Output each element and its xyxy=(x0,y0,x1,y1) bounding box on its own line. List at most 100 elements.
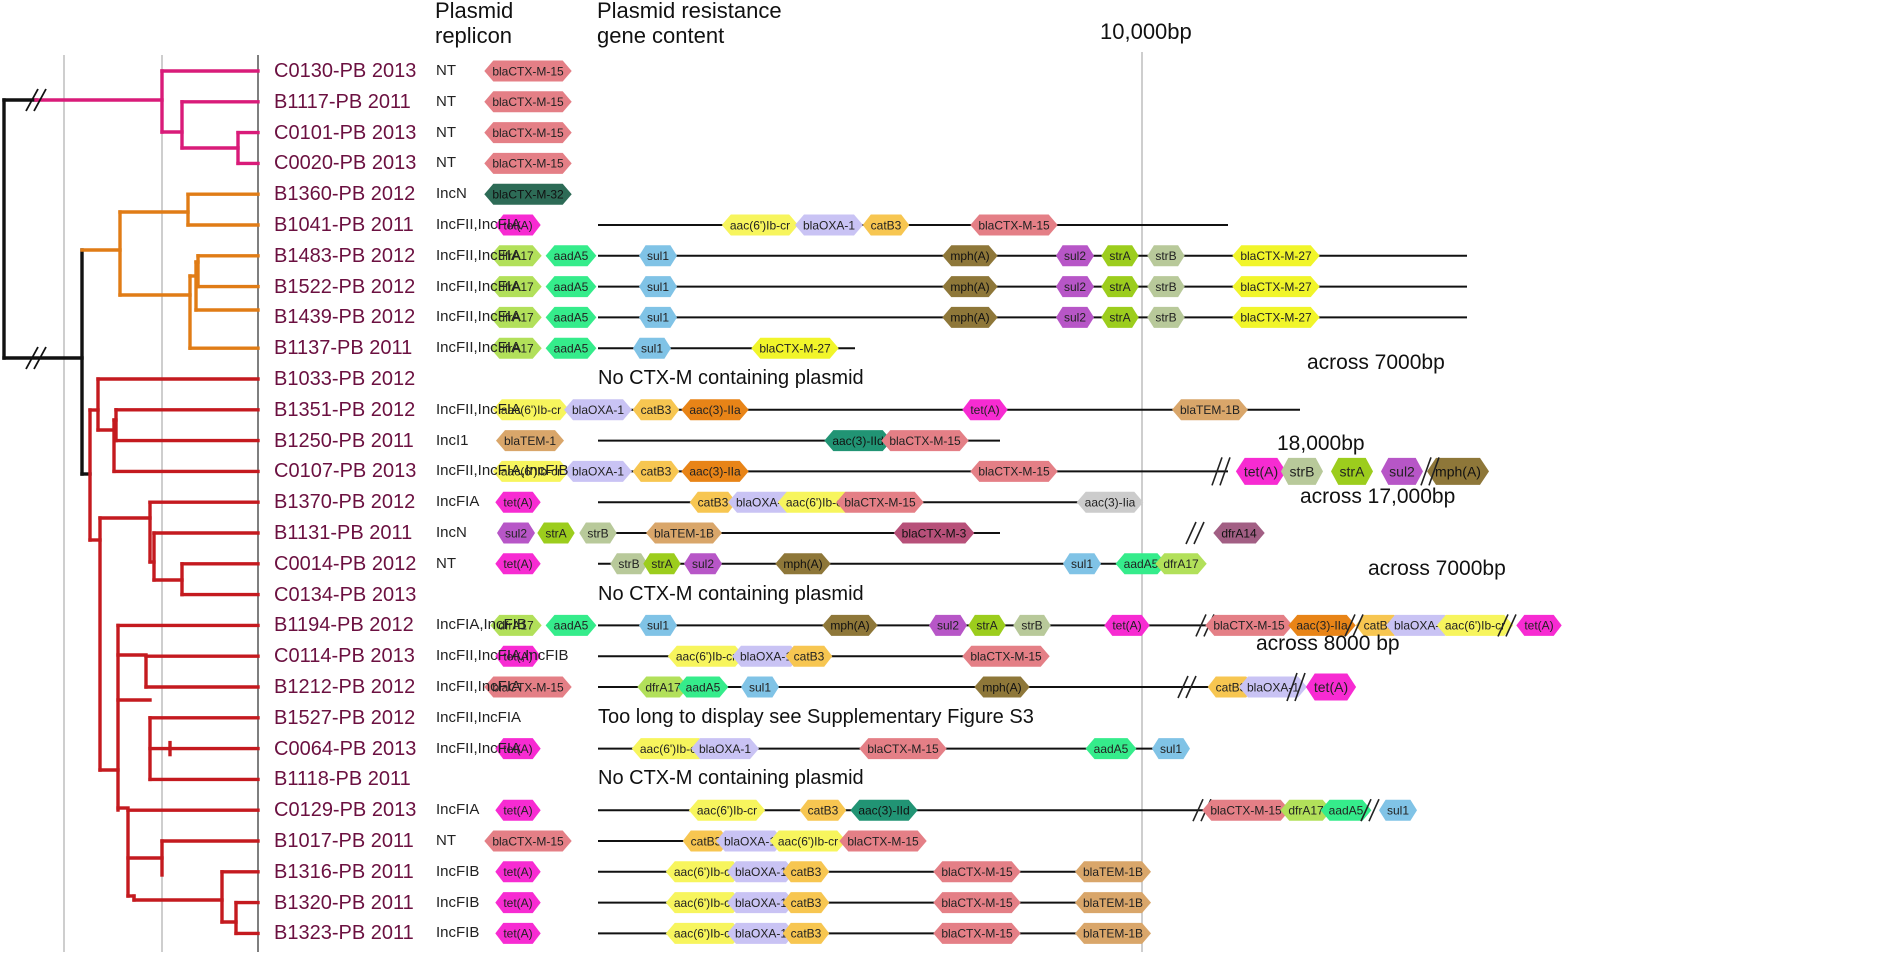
gene-shape xyxy=(495,861,541,883)
gene-blactx-m-15: blaCTX-M-15 xyxy=(836,491,924,513)
gene-label: strB xyxy=(1155,280,1176,294)
gene-shape xyxy=(564,460,632,482)
gene-blatem-1b: blaTEM-1B xyxy=(1075,861,1151,883)
gene-label: blaCTX-M-15 xyxy=(1213,619,1285,633)
gene-shape xyxy=(1305,673,1357,701)
gene-shape xyxy=(490,276,542,298)
gene-shape xyxy=(942,245,998,267)
gene-aada5: aadA5 xyxy=(545,614,597,636)
gene-shape xyxy=(1379,799,1417,821)
gene-label: sul2 xyxy=(1389,463,1415,479)
gene-sul1: sul1 xyxy=(639,614,677,636)
isolate-label: C0101-PB 2013 xyxy=(274,121,417,144)
gene-label: tet(A) xyxy=(1112,619,1141,633)
gene-label: catB3 xyxy=(698,496,729,510)
gene-shape xyxy=(490,306,542,328)
gene-shape xyxy=(1205,614,1293,636)
gene-blactx-m-27: blaCTX-M-27 xyxy=(1232,245,1320,267)
gene-blaoxa-1: blaOXA-1 xyxy=(1386,614,1454,636)
gene-label: aac(3)-IIa xyxy=(689,465,741,479)
gene-mph-a-: mph(A) xyxy=(1427,457,1489,485)
gene-label: aac(3)-IIa xyxy=(1296,619,1348,633)
isolate-label: B1483-PB 2012 xyxy=(274,244,416,267)
gene-shape xyxy=(689,491,737,513)
gene-shape xyxy=(942,276,998,298)
gene-label: sul1 xyxy=(1160,742,1182,756)
replicon-label: IncFIB xyxy=(436,862,480,880)
gene-tet-a-: tet(A) xyxy=(962,399,1008,421)
gene-label: sul2 xyxy=(937,619,959,633)
gene-label: tet(A) xyxy=(503,557,532,571)
gene-label: blaCTX-M-15 xyxy=(844,496,916,510)
gene-shape xyxy=(667,645,745,667)
gene-strb: strB xyxy=(1147,306,1185,328)
break-mark xyxy=(1185,521,1205,545)
replicon-label: IncN xyxy=(436,185,467,203)
gene-label: blaOXA-1 xyxy=(1247,680,1299,694)
gene-blaoxa-1: blaOXA-1 xyxy=(732,645,800,667)
replicon-label: IncFII,IncFIA xyxy=(436,678,522,695)
gene-shape xyxy=(968,614,1006,636)
gene-shape xyxy=(1155,553,1207,575)
gene-aac-6-ib-cr: aac(6')Ib-cr xyxy=(688,799,766,821)
replicon-label: IncFIB xyxy=(436,893,480,911)
gene-mph-a-: mph(A) xyxy=(974,676,1030,698)
gene-aac-6-ib-cr: aac(6')Ib-cr xyxy=(769,830,847,852)
gene-label: tet(A) xyxy=(1524,619,1553,633)
gene-dfra17: dfrA17 xyxy=(1280,799,1332,821)
gene-sul2: sul2 xyxy=(929,614,967,636)
gene-shape xyxy=(497,522,535,544)
gene-label: strB xyxy=(1155,311,1176,325)
gene-label: sul1 xyxy=(647,311,669,325)
isolate-label: B1370-PB 2012 xyxy=(274,491,416,514)
gene-shape xyxy=(942,306,998,328)
gene-label: blaCTX-M-15 xyxy=(492,157,564,171)
gene-shape xyxy=(484,183,572,205)
gene-blactx-m-27: blaCTX-M-27 xyxy=(751,337,839,359)
gene-blactx-m-32: blaCTX-M-32 xyxy=(484,183,572,205)
gene-shape xyxy=(495,553,541,575)
gene-shape xyxy=(492,399,570,421)
gene-stra: strA xyxy=(1101,306,1139,328)
gene-label: aadA5 xyxy=(554,342,589,356)
isolate-label: B1017-PB 2011 xyxy=(274,830,414,852)
gene-shape xyxy=(1207,676,1255,698)
gene-blactx-m-15: blaCTX-M-15 xyxy=(859,738,947,760)
gene-shape xyxy=(495,892,541,914)
gene-stra: strA xyxy=(1331,457,1373,485)
content-header-line2: gene content xyxy=(597,23,725,48)
gene-blactx-m-15: blaCTX-M-15 xyxy=(484,60,572,82)
gene-shape xyxy=(1436,614,1514,636)
row-message: No CTX-M containing plasmid xyxy=(598,582,864,605)
break-mark xyxy=(1420,457,1440,486)
gene-label: aadA5 xyxy=(554,619,589,633)
gene-shape xyxy=(1381,457,1423,485)
gene-label: dfrA17 xyxy=(498,249,534,263)
gene-label: strA xyxy=(976,619,997,633)
gene-label: blaCTX-M-32 xyxy=(492,188,564,202)
gene-blactx-m-15: blaCTX-M-15 xyxy=(484,676,572,698)
gene-shape xyxy=(682,830,730,852)
gene-shape xyxy=(643,553,681,575)
gene-shape xyxy=(1232,276,1320,298)
gene-sul2: sul2 xyxy=(684,553,722,575)
isolate-label: C0114-PB 2013 xyxy=(274,645,415,668)
gene-shape xyxy=(495,645,541,667)
gene-label: tet(A) xyxy=(1244,463,1278,479)
gene-label: sul1 xyxy=(641,342,663,356)
gene-shape xyxy=(836,491,924,513)
isolate-label: B1131-PB 2011 xyxy=(274,522,413,544)
isolate-label: C0014-PB 2012 xyxy=(274,552,417,575)
isolate-label: B1194-PB 2012 xyxy=(274,614,414,637)
replicon-header-line1: Plasmid xyxy=(435,0,514,23)
replicon-label: IncFII,IncFIA xyxy=(436,216,522,233)
gene-shape xyxy=(1101,276,1139,298)
isolate-label: B1137-PB 2011 xyxy=(274,337,413,360)
gene-label: dfrA17 xyxy=(498,311,534,325)
gene-shape xyxy=(1152,738,1190,760)
isolate-label: B1351-PB 2012 xyxy=(274,398,416,421)
gene-tet-a-: tet(A) xyxy=(495,645,541,667)
gene-shape xyxy=(1063,553,1101,575)
gene-shape xyxy=(1056,276,1094,298)
gene-shape xyxy=(1232,245,1320,267)
